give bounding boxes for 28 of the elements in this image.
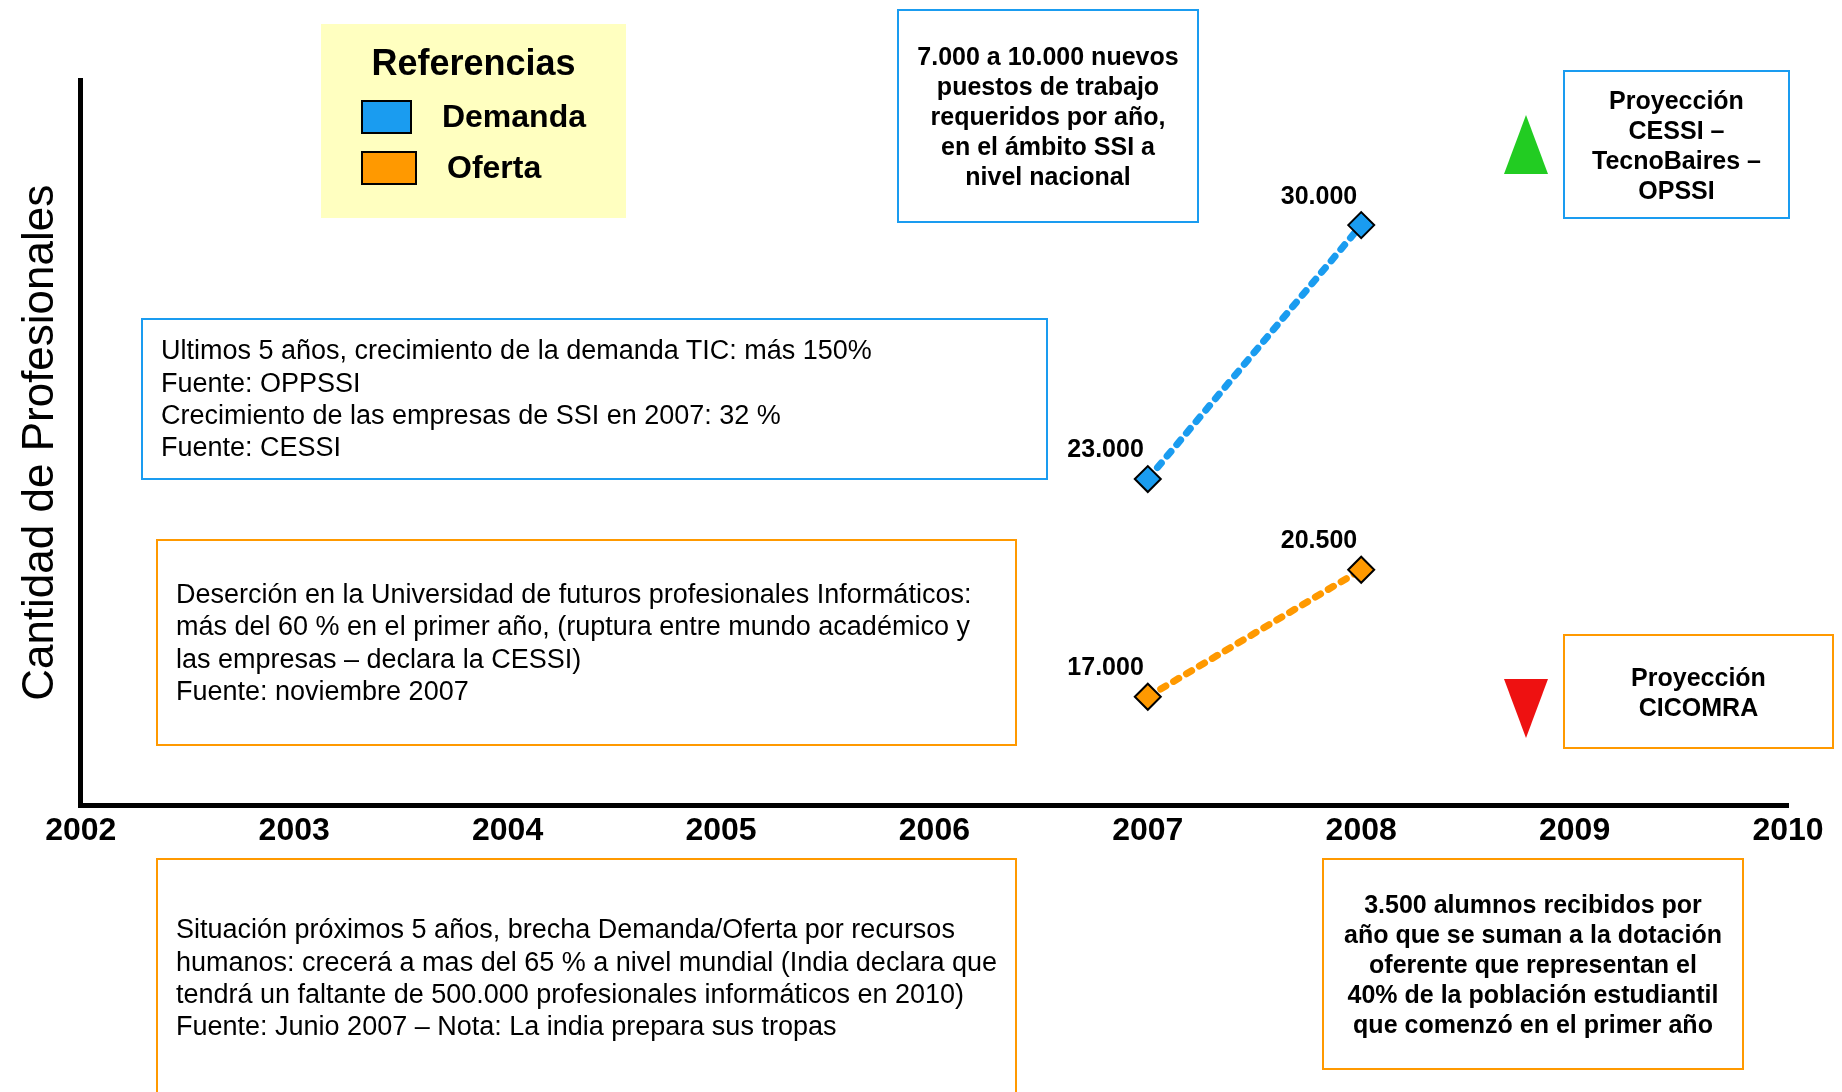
annotation: Proyección CESSI – TecnoBaires – OPSSI <box>1563 70 1790 219</box>
legend-title: Referencias <box>370 42 577 84</box>
annotation: Deserción en la Universidad de futuros profesionales Informáticos: más del 60 % en el primer año, (ruptura entre mundo académico y las empresas – declara la CESSI) Fuente: noviembre 2007 <box>156 539 1017 746</box>
x-tick-label: 2007 <box>1112 810 1184 847</box>
data-label: 23.000 <box>1067 434 1144 463</box>
x-tick-label: 2009 <box>1539 810 1611 847</box>
x-tick-label: 2005 <box>685 810 757 847</box>
annotation: Ultimos 5 años, crecimiento de la demanda TIC: más 150% Fuente: OPPSSI Crecimiento de las empresas de SSI en 2007: 32 % Fuente: CESSI <box>141 318 1048 480</box>
legend-label: Oferta <box>447 149 542 186</box>
data-label: 30.000 <box>1280 180 1358 209</box>
y-axis-title: Cantidad de Profesionales <box>12 184 62 701</box>
x-tick-label: 2004 <box>472 810 544 847</box>
text: 3.500 alumnos recibidos por año que se suman a la dotación oferente que representan el 40% de la población estudiantil que comenzó en el primer año <box>1322 858 1744 1070</box>
annotation: 7.000 a 10.000 nuevos puestos de trabajo requeridos por año, en el ámbito SSI a nivel nacional <box>897 9 1199 223</box>
point <box>1133 682 1162 711</box>
point <box>1133 465 1162 494</box>
point <box>1347 211 1376 240</box>
data-label: 20.500 <box>1280 525 1358 554</box>
text: Situación próximos 5 años, brecha Demanda/Oferta por recursos humanos: crecerá a mas del 65 % a nivel mundial (India declara que tendrá un faltante de 500.000 profesionales informáticos en 2010) Fuente: Junio 2007 – Nota: La india prepara sus tropas <box>156 858 1017 1092</box>
point <box>1347 555 1376 584</box>
x-tick-label: 2008 <box>1325 810 1397 847</box>
data-label: 17.000 <box>1067 652 1144 681</box>
x-tick-label: 2003 <box>258 810 330 847</box>
x-tick-label: 2010 <box>1752 810 1824 847</box>
legend-label: Demanda <box>441 98 586 135</box>
annotation: Proyección CICOMRA <box>1563 634 1834 749</box>
x-tick-label: 2002 <box>45 810 117 847</box>
x-tick-label: 2006 <box>898 810 970 847</box>
